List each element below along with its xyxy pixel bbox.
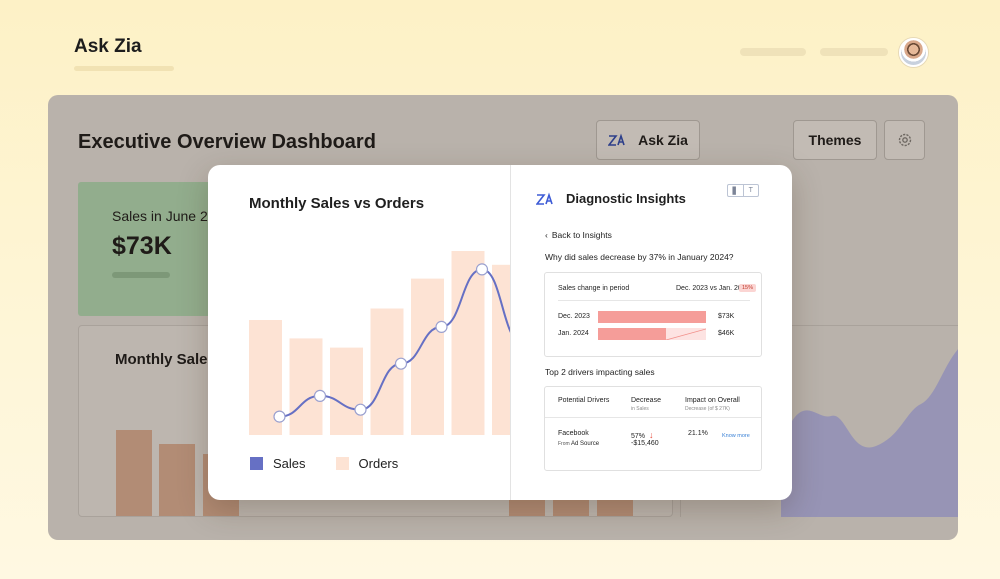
orders-bar[interactable] [411, 278, 444, 435]
drivers-col-subheader: Decrease (of $ 27K) [685, 406, 730, 412]
title-underline [74, 66, 174, 71]
panel-divider [510, 165, 511, 500]
background-bar [597, 496, 633, 516]
change-row-label: Dec. 2023 [558, 313, 590, 320]
change-divider [558, 300, 750, 301]
area-trend-graphic [781, 349, 958, 517]
change-row-value: $73K [718, 313, 735, 320]
driver-source-value: Ad Source [571, 441, 600, 447]
kpi-bar [112, 272, 170, 278]
drivers-col-header: Potential Drivers [558, 397, 610, 404]
user-avatar[interactable] [899, 38, 928, 67]
background-bar [553, 496, 589, 516]
drivers-title: Top 2 drivers impacting sales [545, 367, 655, 377]
arrow-down-icon: ↓ [648, 430, 654, 440]
orders-bar[interactable] [370, 308, 404, 436]
sales-point[interactable] [313, 389, 327, 402]
change-bar-track [598, 311, 706, 323]
nav-placeholder-1[interactable] [740, 48, 806, 56]
ask-zia-popup: Monthly Sales vs Orders Sales Orders Dia… [208, 165, 792, 500]
chart-title: Monthly Sales vs Orders [249, 195, 425, 212]
background-bar [116, 430, 152, 516]
sales-line [279, 268, 510, 418]
orders-bar[interactable] [492, 264, 510, 435]
nav-placeholder-2[interactable] [820, 48, 888, 56]
legend-swatch-sales [250, 457, 263, 470]
back-to-insights-link[interactable]: ‹ Back to Insights [545, 230, 612, 240]
legend-label-sales: Sales [273, 456, 306, 471]
insight-question: Why did sales decrease by 37% in January… [545, 252, 734, 262]
change-header-left: Sales change in period [558, 285, 630, 292]
driver-source-prefix: From [558, 441, 570, 447]
monthly-sales-title: Monthly Sales [115, 351, 216, 368]
drivers-col-header: Decrease [631, 397, 661, 404]
legend-orders[interactable]: Orders [335, 456, 399, 471]
drivers-table: Potential Drivers Decrease in Sales Impa… [544, 386, 762, 471]
driver-decrease-pct-value: 57% [631, 433, 646, 440]
themes-button[interactable]: Themes [793, 120, 877, 160]
insights-title: Diagnostic Insights [566, 191, 686, 206]
dashboard-title: Executive Overview Dashboard [78, 131, 376, 153]
gear-icon [898, 133, 911, 147]
background-bar [159, 444, 195, 516]
kpi-card[interactable]: Sales in June 2024 $73K [78, 182, 231, 316]
orders-bar[interactable] [451, 251, 485, 435]
sales-point[interactable] [475, 263, 489, 276]
sales-point[interactable] [354, 403, 367, 416]
ask-zia-label: Ask Zia [638, 132, 688, 148]
settings-button[interactable] [884, 120, 925, 160]
zia-logo-icon [608, 133, 625, 146]
chart-view-icon[interactable]: ▋ [732, 187, 738, 195]
driver-decrease-amount: -$15,460 [631, 440, 659, 447]
change-row-value: $46K [718, 330, 735, 337]
sales-change-box: Sales change in period Dec. 2023 vs Jan.… [544, 272, 762, 357]
back-label: Back to Insights [551, 230, 612, 240]
change-bar-track [598, 328, 706, 340]
change-badge: 15% [739, 284, 757, 292]
view-toggle[interactable]: ▋ T [727, 184, 759, 197]
change-bar-fill [598, 328, 667, 340]
kpi-label: Sales in June 2024 [112, 208, 232, 224]
sales-point[interactable] [273, 410, 286, 423]
change-bar-fill [598, 311, 706, 323]
orders-bar[interactable] [289, 338, 323, 435]
driver-name: Facebook [558, 430, 589, 437]
change-header-right: Dec. 2023 vs Jan. 2024 [676, 285, 750, 292]
sales-point[interactable] [435, 320, 448, 333]
legend-swatch-orders [335, 457, 349, 470]
sales-orders-chart [249, 251, 510, 436]
text-view-icon[interactable]: T [742, 185, 759, 196]
driver-decrease-pct: 57% ↓ [631, 430, 653, 440]
insights-header: Diagnostic Insights [536, 191, 686, 206]
kpi-value: $73K [112, 232, 172, 260]
drivers-col-subheader: in Sales [631, 406, 649, 412]
driver-impact: 21.1% [688, 430, 708, 437]
decline-indicator [665, 328, 706, 340]
change-row-label: Jan. 2024 [558, 330, 589, 337]
know-more-link[interactable]: Know more [722, 433, 750, 439]
drivers-divider [545, 417, 761, 418]
chevron-left-icon: ‹ [545, 230, 548, 240]
driver-source: From Ad Source [558, 441, 599, 447]
legend-label-orders: Orders [358, 456, 399, 471]
sales-point[interactable] [394, 357, 408, 370]
drivers-col-header: Impact on Overall [685, 397, 740, 404]
legend-sales[interactable]: Sales [250, 456, 306, 471]
chart-legend: Sales Orders [250, 456, 398, 471]
app-title: Ask Zia [74, 36, 142, 57]
background-bar [509, 496, 545, 516]
orders-bar[interactable] [330, 347, 363, 435]
zia-logo-icon [536, 191, 553, 205]
ask-zia-button[interactable]: Ask Zia [596, 120, 700, 160]
